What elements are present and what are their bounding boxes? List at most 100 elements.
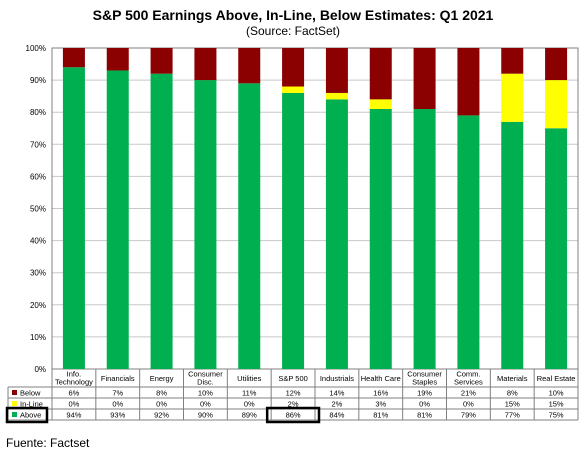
table-value: 81%	[373, 411, 388, 420]
bar-below	[325, 48, 348, 93]
category-label: Consumer	[188, 370, 223, 379]
y-tick-label: 100%	[26, 44, 46, 53]
bar-in-line	[282, 86, 305, 93]
category-label: Consumer	[407, 370, 442, 379]
bar-above	[325, 99, 348, 370]
table-value: 0%	[156, 400, 167, 409]
bar-in-line	[545, 80, 568, 129]
bar-below	[238, 48, 261, 84]
y-tick-label: 30%	[30, 269, 46, 278]
category-label: Services	[454, 378, 483, 387]
category-label: Technology	[55, 378, 93, 387]
category-label: Real Estate	[537, 374, 576, 383]
table-value: 14%	[329, 389, 344, 398]
y-tick-label: 70%	[30, 140, 46, 149]
y-tick-label: 60%	[30, 172, 46, 181]
table-value: 15%	[549, 400, 564, 409]
table-value: 15%	[505, 400, 520, 409]
table-value: 6%	[68, 389, 79, 398]
category-label: Disc.	[197, 378, 214, 387]
highlight-box	[5, 406, 49, 424]
table-value: 79%	[461, 411, 476, 420]
y-tick-label: 10%	[30, 333, 46, 342]
table-value: 2%	[288, 400, 299, 409]
table-value: 12%	[286, 389, 301, 398]
legend-label: In-Line	[20, 400, 43, 409]
chart-title: S&P 500 Earnings Above, In-Line, Below E…	[92, 7, 494, 23]
category-label: Materials	[497, 374, 528, 383]
chart-subtitle: (Source: FactSet)	[245, 24, 341, 38]
bar-below	[62, 48, 85, 68]
table-value: 21%	[461, 389, 476, 398]
table-value: 7%	[112, 389, 123, 398]
bar-above	[457, 115, 480, 369]
bar-below	[194, 48, 217, 81]
category-label: Industrials	[320, 374, 354, 383]
category-label: Comm.	[456, 370, 480, 379]
bar-below	[545, 48, 568, 81]
table-value: 10%	[549, 389, 564, 398]
bar-below	[501, 48, 524, 74]
table-value: 93%	[110, 411, 125, 420]
bar-above	[194, 80, 217, 369]
table-value: 3%	[375, 400, 386, 409]
legend-key-above	[12, 412, 17, 417]
y-tick-label: 20%	[30, 301, 46, 310]
bar-below	[150, 48, 173, 74]
bar-below	[413, 48, 436, 109]
table-value: 2%	[331, 400, 342, 409]
bar-above	[282, 92, 305, 369]
category-label: Financials	[101, 374, 135, 383]
legend-key-below	[12, 390, 17, 395]
bar-above	[238, 83, 261, 369]
bar-below	[457, 48, 480, 116]
y-tick-label: 40%	[30, 237, 46, 246]
bar-in-line	[501, 73, 524, 122]
bar-above	[369, 108, 392, 370]
table-value: 86%	[286, 411, 301, 420]
table-value: 11%	[242, 389, 257, 398]
bar-above	[545, 128, 568, 369]
bar-above	[106, 70, 129, 369]
source-footer: Fuente: Factset	[6, 436, 90, 450]
table-value: 84%	[329, 411, 344, 420]
table-value: 0%	[463, 400, 474, 409]
y-tick-label: 50%	[30, 205, 46, 214]
table-value: 77%	[505, 411, 520, 420]
y-tick-label: 90%	[30, 76, 46, 85]
bar-below	[106, 48, 129, 71]
category-label: Energy	[150, 374, 174, 383]
table-value: 94%	[66, 411, 81, 420]
table-value: 0%	[68, 400, 79, 409]
category-label: Health Care	[361, 374, 401, 383]
bar-in-line	[369, 99, 392, 109]
table-value: 75%	[549, 411, 564, 420]
bar-above	[413, 108, 436, 370]
category-label: Staples	[412, 378, 437, 387]
table-value: 16%	[373, 389, 388, 398]
table-value: 89%	[242, 411, 257, 420]
table-value: 92%	[154, 411, 169, 420]
legend-key-in-line	[12, 401, 17, 406]
bar-below	[282, 48, 305, 87]
bar-in-line	[325, 92, 348, 100]
highlight-box	[265, 406, 321, 424]
table-value: 0%	[244, 400, 255, 409]
y-tick-label: 0%	[34, 365, 46, 374]
table-value: 8%	[156, 389, 167, 398]
table-value: 0%	[200, 400, 211, 409]
legend-label: Below	[20, 389, 41, 398]
bar-below	[369, 48, 392, 100]
y-tick-label: 80%	[30, 108, 46, 117]
bar-above	[501, 121, 524, 369]
category-label: Utilities	[237, 374, 261, 383]
category-label: Info.	[67, 370, 82, 379]
table-value: 0%	[112, 400, 123, 409]
table-value: 19%	[417, 389, 432, 398]
category-label: S&P 500	[278, 374, 307, 383]
bar-above	[150, 73, 173, 370]
table-value: 8%	[507, 389, 518, 398]
table-value: 10%	[198, 389, 213, 398]
legend-label: Above	[20, 411, 41, 420]
